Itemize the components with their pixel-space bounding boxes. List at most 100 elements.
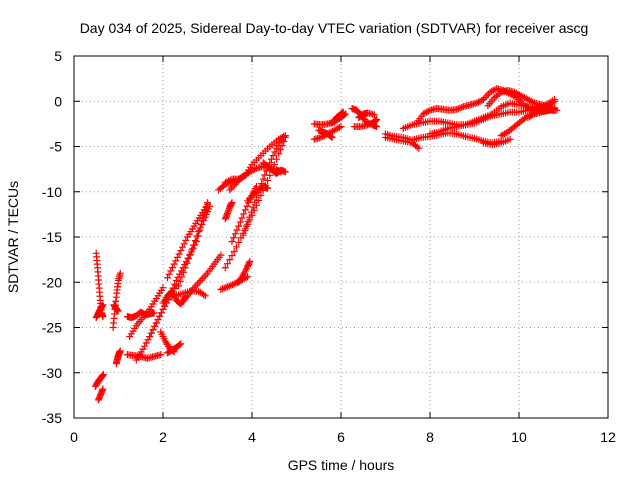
series-arc-44	[484, 86, 559, 112]
data-point	[197, 276, 205, 284]
data-point	[230, 247, 238, 255]
series-arc-17	[163, 200, 211, 282]
data-point	[281, 168, 289, 176]
data-point	[157, 309, 165, 317]
data-point	[185, 255, 193, 263]
data-point	[415, 144, 423, 152]
data-point	[271, 148, 279, 156]
data-point	[193, 280, 201, 288]
data-point	[243, 202, 251, 210]
data-point	[217, 285, 225, 293]
data-point	[230, 234, 238, 242]
data-point	[233, 226, 241, 234]
y-tick-label: 0	[54, 93, 62, 109]
y-tick-label: -10	[42, 184, 62, 200]
data-point	[529, 98, 537, 106]
data-point	[146, 333, 154, 341]
data-point	[172, 276, 180, 284]
data-point	[149, 326, 157, 334]
data-point	[264, 184, 272, 192]
data-point	[231, 230, 239, 238]
series-arc-33	[315, 126, 336, 141]
data-point	[202, 271, 210, 279]
data-point	[246, 195, 254, 203]
data-point	[239, 231, 247, 239]
data-point	[370, 111, 378, 119]
data-point	[249, 203, 257, 211]
series-arc-46	[479, 135, 514, 149]
data-point	[226, 186, 234, 194]
data-markers	[91, 85, 561, 404]
data-point	[195, 278, 203, 286]
data-point	[551, 104, 559, 112]
data-point	[225, 179, 233, 187]
data-point	[241, 227, 249, 235]
data-point	[367, 119, 375, 127]
data-point	[144, 336, 152, 344]
data-point	[156, 312, 164, 320]
y-axis-title: SDTVAR / TECUs	[5, 181, 21, 293]
data-point	[177, 340, 185, 348]
series-arc-19	[175, 202, 214, 290]
data-point	[191, 237, 199, 245]
data-point	[99, 301, 107, 309]
data-point	[176, 341, 184, 349]
data-point	[225, 282, 233, 290]
data-point	[327, 133, 335, 141]
data-point	[251, 165, 259, 173]
data-point	[245, 199, 253, 207]
data-point	[259, 175, 267, 183]
data-point	[201, 292, 209, 300]
data-point	[150, 309, 158, 317]
data-point	[238, 214, 246, 222]
data-point	[200, 217, 208, 225]
data-point	[549, 99, 557, 107]
data-point	[99, 385, 107, 393]
series-arc-37	[355, 109, 378, 122]
data-point	[276, 146, 284, 154]
data-point	[154, 316, 162, 324]
data-point	[364, 121, 372, 129]
data-point	[335, 123, 343, 131]
series-arc-05	[112, 347, 124, 368]
data-point	[251, 198, 259, 206]
x-tick-label: 0	[70, 429, 78, 445]
data-point	[175, 282, 183, 290]
x-tick-label: 10	[511, 429, 527, 445]
data-point	[139, 345, 147, 353]
data-point	[226, 178, 234, 186]
data-point	[186, 250, 194, 258]
data-point	[159, 284, 167, 292]
data-point	[183, 259, 191, 267]
y-tick-label: 5	[54, 48, 62, 64]
data-point	[242, 222, 250, 230]
series-arc-03	[91, 371, 107, 390]
data-point	[163, 274, 171, 282]
data-point	[196, 224, 204, 232]
data-point	[226, 256, 234, 264]
data-point	[116, 269, 124, 277]
data-point	[99, 371, 107, 379]
data-point	[167, 267, 175, 275]
data-point	[235, 222, 243, 230]
data-point	[246, 213, 254, 221]
data-point	[456, 104, 464, 112]
data-point	[241, 171, 249, 179]
data-point	[228, 238, 236, 246]
data-point	[337, 123, 345, 131]
data-point	[217, 251, 225, 259]
data-point	[177, 247, 185, 255]
data-point	[170, 260, 178, 268]
series-arc-07	[109, 269, 124, 331]
data-point	[454, 105, 462, 113]
data-point	[200, 273, 208, 281]
data-point	[524, 104, 532, 112]
data-point	[220, 284, 228, 292]
data-point	[165, 270, 173, 278]
data-point	[269, 152, 277, 160]
data-point	[176, 277, 184, 285]
ticks: 0 2 4 6 8 10 12 5 0 -5 -10 -15 -20 -25 -30 -35	[42, 48, 616, 445]
data-point	[223, 180, 231, 188]
series-arc-34	[328, 108, 347, 127]
